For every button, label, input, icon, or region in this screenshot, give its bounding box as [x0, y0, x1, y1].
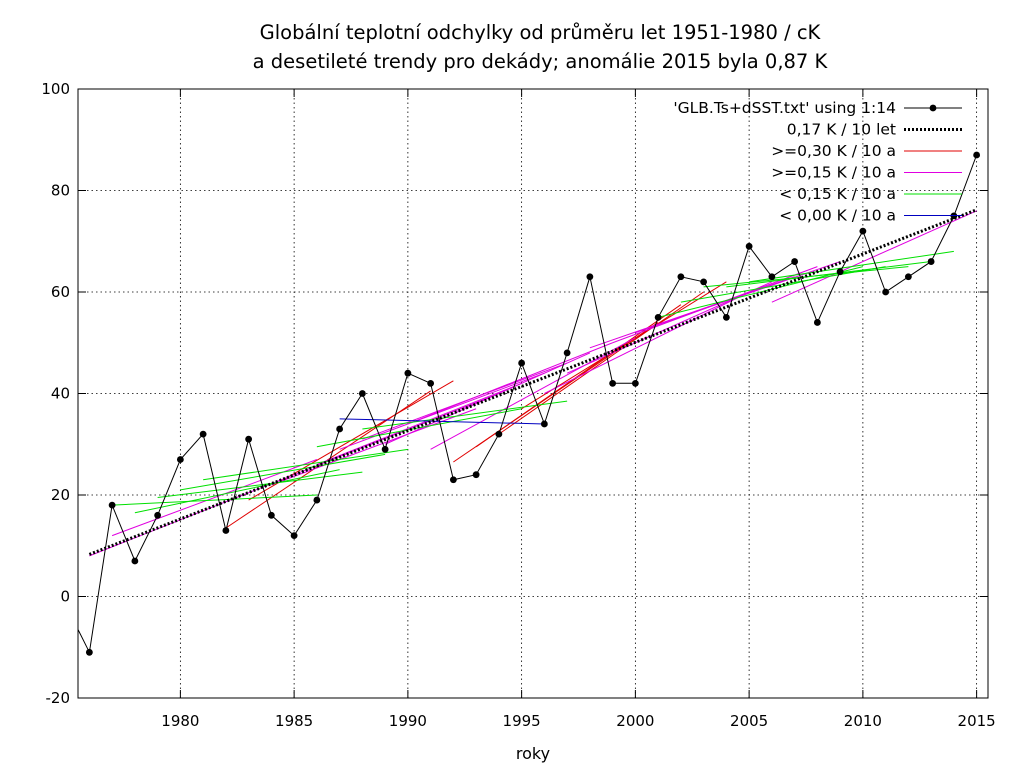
anomaly-point: [836, 268, 844, 276]
x-tick-label: 1985: [275, 712, 313, 730]
anomaly-point: [472, 471, 480, 479]
legend-label: < 0,15 K / 10 a: [779, 185, 896, 203]
anomaly-point: [154, 511, 162, 519]
anomaly-point: [586, 273, 594, 281]
trend-segment-1-15: [771, 210, 977, 303]
trend-segment-2-1: [134, 469, 340, 514]
chart-title-line-1: Globální teplotní odchylky od průměru le…: [260, 21, 822, 44]
anomaly-point: [768, 273, 776, 281]
y-tick-label: -20: [46, 689, 71, 707]
plot-border: [77, 88, 989, 699]
anomaly-point: [449, 476, 457, 484]
anomaly-point: [654, 313, 662, 321]
anomaly-point: [813, 319, 821, 326]
anomaly-point: [904, 273, 912, 281]
trend-segment-2-11: [749, 250, 954, 283]
trend-segment-1-7: [384, 352, 591, 445]
y-tick-label: 80: [51, 182, 70, 200]
plot-area: [78, 151, 981, 656]
anomaly-point: [245, 435, 253, 443]
anomaly-point: [267, 511, 275, 519]
trend-segment-2-10: [726, 261, 932, 288]
anomaly-point: [495, 430, 503, 438]
trend-segment-2-0: [112, 494, 317, 506]
trend-segment-2-7: [658, 266, 863, 318]
trend-segment-2-4: [203, 448, 408, 481]
legend-label: < 0,00 K / 10 a: [779, 207, 896, 225]
trend-segment-2-2: [157, 471, 363, 499]
trend-segment-1-8: [407, 342, 613, 425]
anomaly-point: [631, 379, 639, 387]
legend-label: >=0,15 K / 10 a: [771, 164, 896, 182]
anomaly-point: [131, 557, 139, 565]
anomaly-point: [381, 445, 389, 453]
anomaly-point: [108, 501, 116, 509]
legend-label: >=0,30 K / 10 a: [771, 142, 896, 160]
main-series: [78, 151, 981, 656]
anomaly-point: [540, 420, 548, 428]
trend-segment-0-4: [498, 291, 704, 435]
anomaly-point: [199, 430, 207, 438]
anomaly-point: [222, 527, 230, 534]
anomaly-point: [290, 532, 298, 539]
x-tick-label: 2015: [958, 712, 996, 730]
anomaly-point: [427, 379, 435, 387]
legend-sample-point: [929, 104, 937, 112]
anomaly-point: [404, 369, 412, 377]
x-tick-label: 2000: [616, 712, 654, 730]
trend-segment-1-4: [316, 382, 522, 466]
y-tick-label: 60: [51, 283, 70, 301]
anomaly-point: [518, 359, 526, 367]
anomaly-point: [973, 151, 981, 159]
legend-label: 0,17 K / 10 let: [787, 121, 896, 139]
anomaly-point: [313, 496, 321, 504]
anomaly-point: [176, 456, 184, 463]
x-tick-label: 1980: [161, 712, 199, 730]
anomaly-point: [745, 242, 753, 250]
y-tick-label: 100: [41, 80, 70, 98]
anomaly-point: [700, 278, 708, 286]
anomaly-point: [677, 273, 685, 281]
overall-trend-line: [88, 208, 978, 556]
chart-title-line-2: a desetileté trendy pro dekády; anomálie…: [253, 50, 829, 73]
trend-segment-2-6: [362, 400, 568, 430]
anomaly-point: [859, 227, 867, 235]
anomaly-point: [791, 258, 799, 265]
anomaly-point: [927, 258, 935, 265]
trend-segment-3-0: [339, 418, 545, 425]
anomaly-point: [358, 390, 366, 397]
y-tick-label: 0: [60, 588, 70, 606]
x-tick-label: 2010: [844, 712, 882, 730]
x-tick-label: 1995: [503, 712, 541, 730]
x-tick-label: 2005: [730, 712, 768, 730]
y-axis-ticks: -20 0 20 40 60 80 100: [41, 80, 988, 707]
anomaly-point: [722, 313, 730, 321]
anomaly-point: [609, 379, 617, 387]
y-tick-label: 20: [51, 486, 70, 504]
anomaly-point: [563, 349, 571, 357]
legend-label: 'GLB.Ts+dSST.txt' using 1:14: [673, 99, 896, 117]
anomaly-point: [336, 425, 344, 433]
legend: 'GLB.Ts+dSST.txt' using 1:14 0,17 K / 10 …: [673, 99, 962, 225]
x-axis-ticks: 1980 1985 1990 1995 2000 2005 2010 2015: [161, 89, 996, 730]
anomaly-point: [882, 288, 890, 296]
trend-segment-1-10: [544, 291, 750, 394]
anomaly-point: [85, 648, 93, 656]
y-tick-label: 40: [51, 385, 70, 403]
overall-trend: [88, 208, 978, 556]
x-axis-label: roky: [516, 744, 550, 763]
x-tick-label: 1990: [389, 712, 427, 730]
